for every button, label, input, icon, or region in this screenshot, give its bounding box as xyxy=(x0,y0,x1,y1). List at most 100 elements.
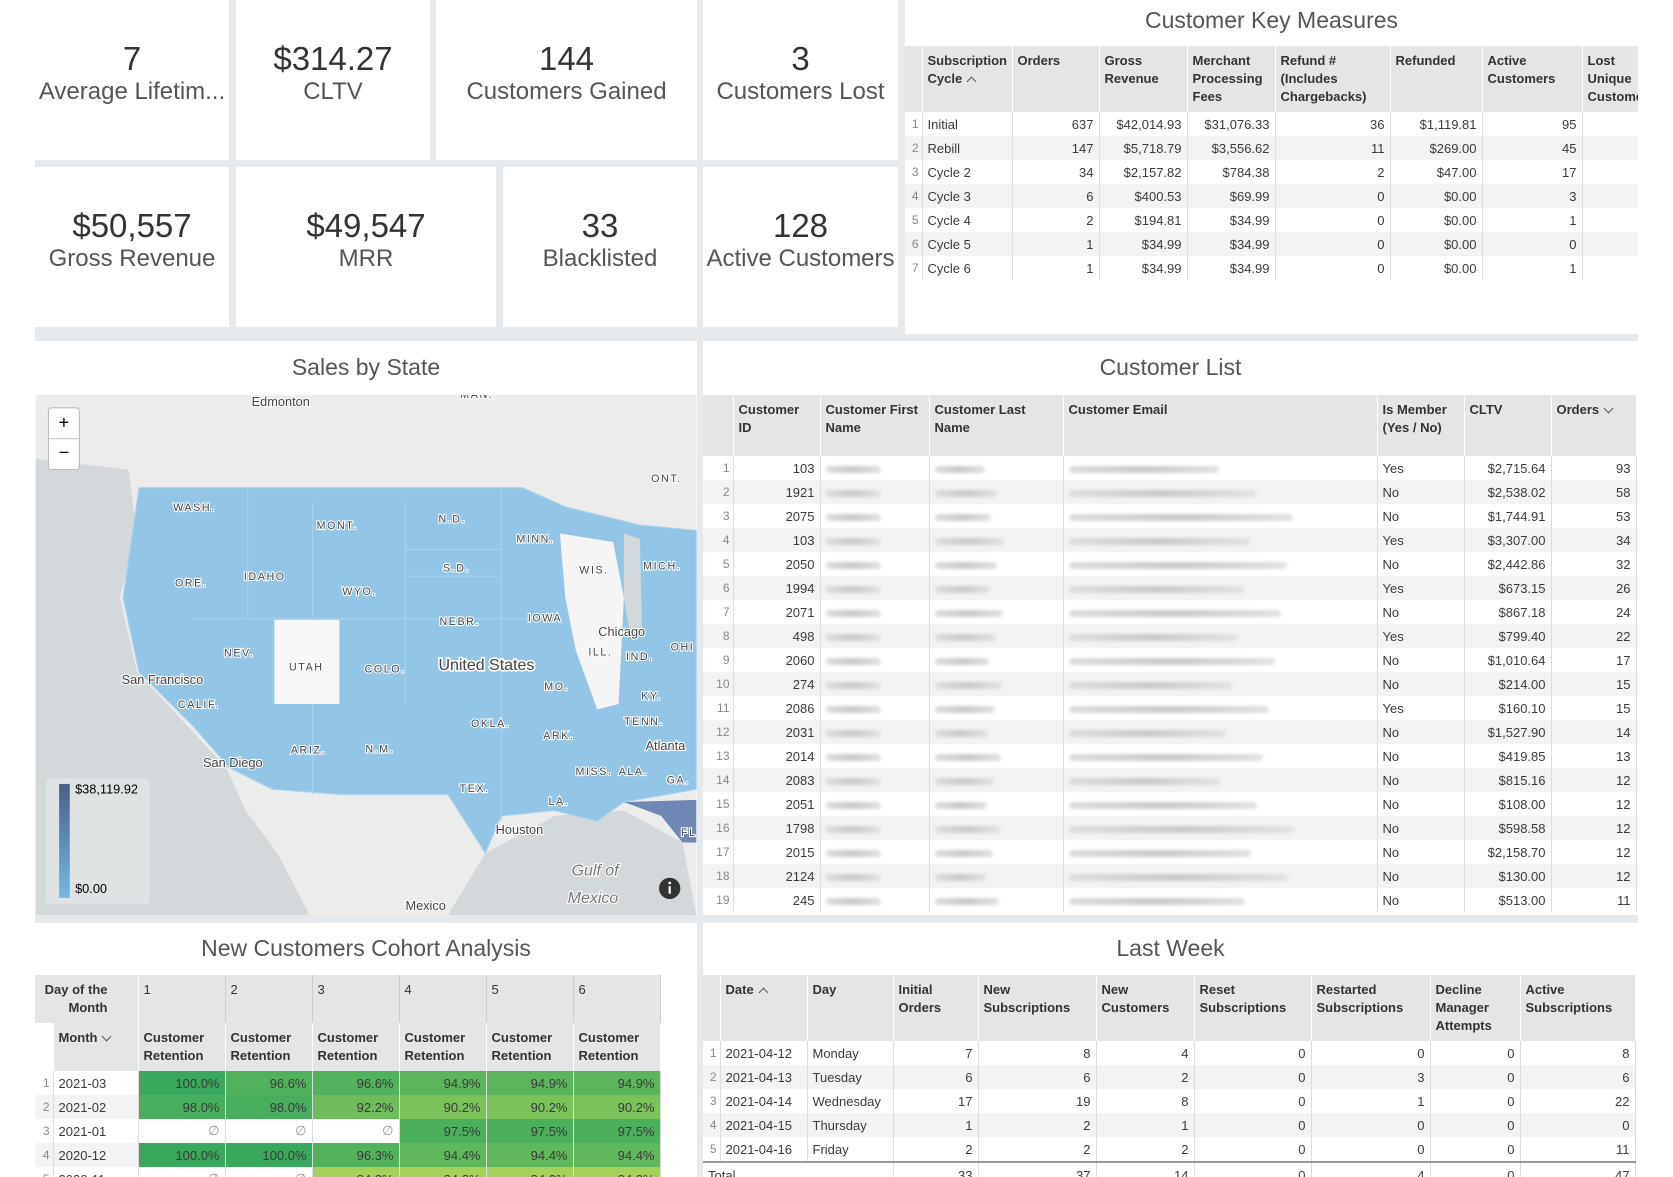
redacted xyxy=(825,657,881,665)
cell xyxy=(929,456,1064,480)
cell xyxy=(820,648,930,672)
zoom-out[interactable]: − xyxy=(59,442,70,462)
cell: $2,442.86 xyxy=(1464,552,1552,576)
legend-max: $38,119.92 xyxy=(75,782,138,797)
redacted xyxy=(825,465,881,473)
cell xyxy=(929,672,1064,696)
heat-cell: 94.4% xyxy=(486,1143,574,1167)
map-label: Houston xyxy=(496,822,544,837)
redacted xyxy=(1068,897,1245,905)
cell: No xyxy=(1377,768,1465,792)
table-row: 1 103 Yes $2,715.64 93 xyxy=(703,456,1637,480)
cell: 0 xyxy=(1311,1041,1431,1065)
cell: $867.18 xyxy=(1464,600,1552,624)
map-label: United States xyxy=(438,657,534,674)
cell: $784.38 xyxy=(1187,160,1276,184)
heat-cell: 98.0% xyxy=(138,1095,226,1119)
table-row: 4 2020-12 100.0% 100.0% 96.3% 94.4% 94.4% 94.4% xyxy=(35,1143,661,1167)
cell: $3,307.00 xyxy=(1464,528,1552,552)
cell: Yes xyxy=(1377,528,1465,552)
cell xyxy=(929,744,1064,768)
cell: 2021-02 xyxy=(53,1095,139,1119)
cell: $400.53 xyxy=(1099,184,1188,208)
cell xyxy=(929,528,1064,552)
cell xyxy=(820,840,930,864)
map-label: KY. xyxy=(641,690,662,702)
map-label: Atlanta xyxy=(646,738,687,753)
heat-cell: 100.0% xyxy=(138,1143,226,1167)
cell xyxy=(820,768,930,792)
header-cell xyxy=(35,1023,54,1071)
redacted xyxy=(934,729,988,737)
cell: 2021-04-13 xyxy=(720,1065,808,1089)
cell xyxy=(929,816,1064,840)
key-measures-panel: Customer Key Measures Subscription Cycle… xyxy=(905,0,1638,334)
sort-icon[interactable] xyxy=(758,987,769,998)
cell: 11 xyxy=(1520,1137,1636,1162)
cell: 12 xyxy=(1551,792,1637,816)
cell: $2,715.64 xyxy=(1464,456,1552,480)
panel-title: Customer List xyxy=(1099,354,1242,380)
cell: No xyxy=(1377,888,1465,912)
kpi-label: Blacklisted xyxy=(542,245,658,272)
cell: $513.00 xyxy=(1464,888,1552,912)
high-value-state xyxy=(623,799,697,843)
row-number: 1 xyxy=(905,112,923,136)
cell xyxy=(820,816,930,840)
redacted xyxy=(1068,777,1220,785)
cell xyxy=(1582,208,1638,232)
cell: 1 xyxy=(1482,208,1583,232)
gulf xyxy=(448,810,697,915)
cell xyxy=(929,576,1064,600)
cell: $31,076.33 xyxy=(1187,112,1276,136)
cell: 1 xyxy=(1012,232,1100,256)
table-row: 2 1921 No $2,538.02 58 xyxy=(703,480,1637,504)
heat-cell: 100.0% xyxy=(138,1071,226,1095)
cell: Cycle 4 xyxy=(922,208,1013,232)
map-label: TENN. xyxy=(624,716,664,728)
sort-icon[interactable] xyxy=(1603,403,1614,414)
cell: 0 xyxy=(1194,1113,1312,1137)
kpi-label: MRR xyxy=(338,245,394,272)
redacted xyxy=(934,537,1004,545)
cell: $269.00 xyxy=(1390,136,1483,160)
header-row: Customer ID Customer First Name Customer L… xyxy=(703,395,1637,456)
sort-icon[interactable] xyxy=(102,1031,112,1042)
total-cell: 0 xyxy=(1194,1162,1312,1177)
redacted xyxy=(934,657,989,665)
cell: 15 xyxy=(1551,672,1637,696)
table-row: 19 245 No $513.00 11 xyxy=(703,888,1637,912)
cell: 2020-12 xyxy=(53,1143,139,1167)
heat-cell: 96.6% xyxy=(312,1071,400,1095)
total-cell: 4 xyxy=(1311,1162,1431,1177)
cell: No xyxy=(1377,864,1465,888)
zoom-in[interactable]: + xyxy=(59,413,70,433)
column-header: Customer Retention xyxy=(225,1023,313,1071)
column-header: 1 xyxy=(138,975,226,1023)
cell xyxy=(1063,696,1378,720)
cell: 2 xyxy=(1275,160,1391,184)
cell xyxy=(1063,552,1378,576)
redacted xyxy=(825,801,881,809)
cell: $5,718.79 xyxy=(1099,136,1188,160)
row-number: 12 xyxy=(703,720,734,744)
table-row: 8 498 Yes $799.40 22 xyxy=(703,624,1637,648)
sort-icon[interactable] xyxy=(966,76,977,87)
cell: 2 xyxy=(978,1113,1097,1137)
column-header: New Subscriptions xyxy=(978,975,1097,1041)
cell: 12 xyxy=(1551,864,1637,888)
cell xyxy=(929,552,1064,576)
tbody: 1 2021-04-12 Monday 7 8 4 0 0 0 8 2 2021-04-13 Tuesd… xyxy=(703,1041,1636,1177)
cell: Cycle 5 xyxy=(922,232,1013,256)
cell: $69.99 xyxy=(1187,184,1276,208)
redacted xyxy=(1068,657,1275,665)
kpi-card: $50,557 Gross Revenue xyxy=(35,167,229,327)
cell: 103 xyxy=(733,528,821,552)
kpi-value: 144 xyxy=(538,40,595,77)
cell: 0 xyxy=(1311,1137,1431,1162)
map-label: WYO. xyxy=(342,586,377,598)
map-label: San Diego xyxy=(203,755,263,770)
cell: 17 xyxy=(1551,648,1637,672)
table-row: 11 2086 Yes $160.10 15 xyxy=(703,696,1637,720)
